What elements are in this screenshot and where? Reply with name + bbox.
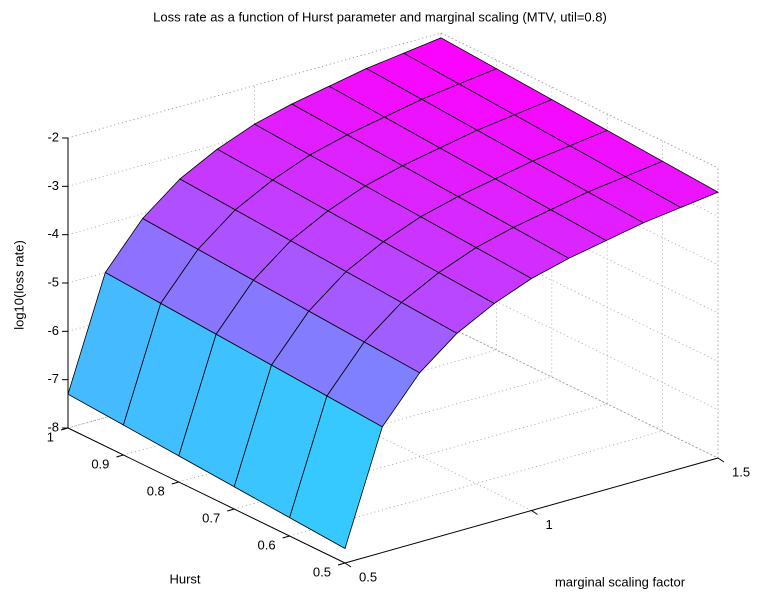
y-axis-label: marginal scaling factor [555, 574, 686, 589]
x-tick [337, 562, 346, 566]
z-tick-label: -8 [47, 419, 59, 434]
y-tick-label: 1.5 [732, 464, 750, 479]
grid-line [67, 274, 719, 411]
x-tick [60, 427, 69, 431]
grid-line [344, 168, 719, 564]
y-tick [531, 510, 538, 515]
grid-line [67, 322, 719, 459]
grid-line [67, 225, 719, 362]
z-tick-label: -5 [47, 274, 59, 289]
z-tick-label: -7 [47, 371, 59, 386]
x-axis-label: Hurst [169, 571, 200, 586]
surface-patch [289, 395, 383, 550]
grid-line [289, 141, 663, 537]
chart-title: Loss rate as a function of Hurst paramet… [153, 9, 607, 24]
z-tick-label: -4 [47, 226, 59, 241]
box-edge [440, 322, 719, 459]
x-tick-label: 0.8 [147, 483, 165, 498]
z-tick-label: -3 [47, 178, 59, 193]
z-tick-label: -2 [47, 129, 59, 144]
y-tick [344, 562, 352, 568]
x-tick-label: 1 [47, 429, 54, 444]
z-axis-label: log10(loss rate) [11, 240, 26, 330]
y-tick-label: 1 [546, 517, 553, 532]
grid-line [67, 177, 719, 314]
x-axis [67, 427, 346, 564]
z-tick-label: -6 [47, 323, 59, 338]
x-tick [227, 508, 235, 512]
y-tick-label: 0.5 [359, 569, 377, 584]
grid-line [67, 32, 719, 169]
x-tick [171, 481, 179, 485]
x-tick-label: 0.7 [202, 510, 220, 525]
x-tick-label: 0.9 [91, 456, 109, 471]
x-tick [282, 535, 290, 539]
x-tick [116, 454, 124, 458]
x-tick-label: 0.6 [258, 537, 276, 552]
x-tick-label: 0.5 [313, 564, 331, 579]
y-tick [717, 457, 725, 463]
